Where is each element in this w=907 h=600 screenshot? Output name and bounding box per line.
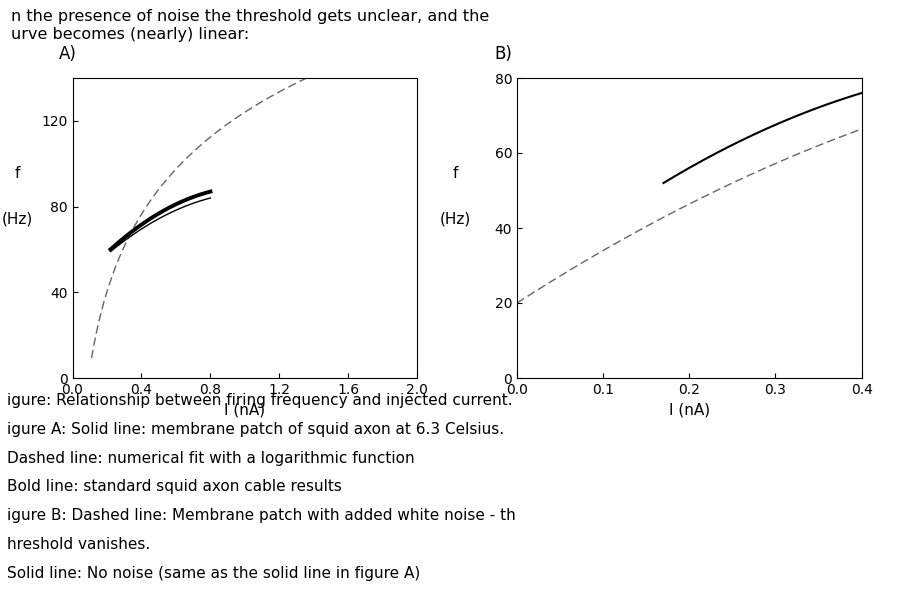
Text: A): A): [59, 45, 77, 63]
Text: f: f: [453, 166, 458, 181]
X-axis label: I (nA): I (nA): [668, 403, 710, 418]
Text: Solid line: No noise (same as the solid line in figure A): Solid line: No noise (same as the solid …: [7, 566, 421, 581]
Text: igure B: Dashed line: Membrane patch with added white noise - th: igure B: Dashed line: Membrane patch wit…: [7, 508, 516, 523]
Text: (Hz): (Hz): [439, 211, 471, 226]
Text: igure: Relationship between firing frequency and injected current.: igure: Relationship between firing frequ…: [7, 393, 512, 408]
Text: B): B): [494, 45, 512, 63]
Text: Dashed line: numerical fit with a logarithmic function: Dashed line: numerical fit with a logari…: [7, 451, 414, 466]
Text: igure A: Solid line: membrane patch of squid axon at 6.3 Celsius.: igure A: Solid line: membrane patch of s…: [7, 422, 504, 437]
Text: Bold line: standard squid axon cable results: Bold line: standard squid axon cable res…: [7, 479, 342, 494]
Text: urve becomes (nearly) linear:: urve becomes (nearly) linear:: [11, 27, 249, 42]
X-axis label: I (nA): I (nA): [224, 403, 266, 418]
Text: (Hz): (Hz): [2, 211, 33, 226]
Text: f: f: [15, 166, 20, 181]
Text: hreshold vanishes.: hreshold vanishes.: [7, 537, 151, 552]
Text: n the presence of noise the threshold gets unclear, and the: n the presence of noise the threshold ge…: [11, 9, 489, 24]
